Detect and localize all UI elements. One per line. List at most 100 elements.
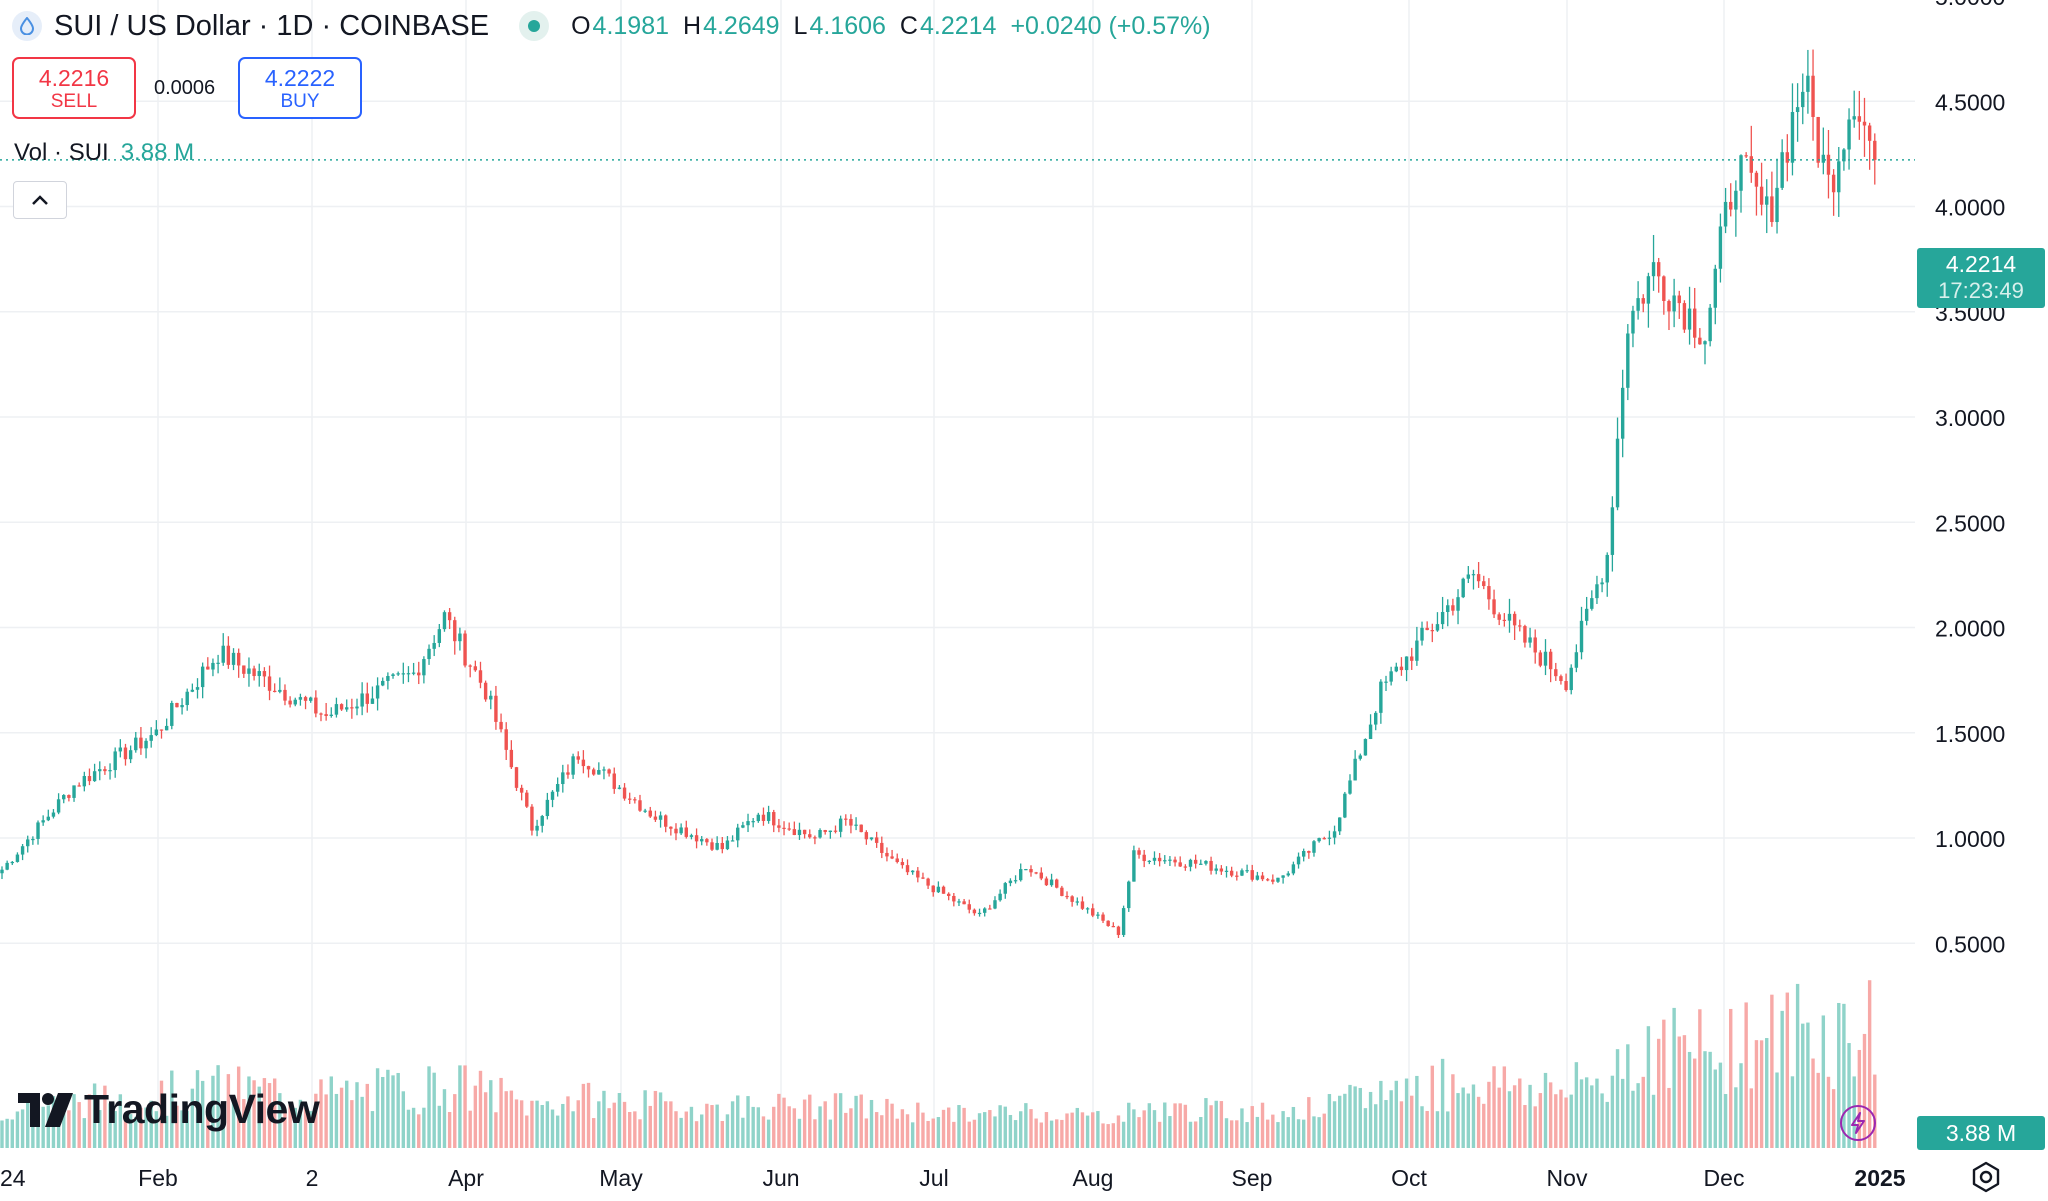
ohlc-open: O4.1981 (571, 11, 670, 40)
volume-bar (1271, 1114, 1275, 1148)
candle-body (514, 767, 519, 788)
candle-body (370, 698, 375, 704)
volume-bar (298, 1099, 303, 1148)
candle-body (1502, 619, 1507, 622)
volume-bar (319, 1079, 323, 1148)
candle-body (1847, 119, 1851, 150)
volume-bar (1024, 1103, 1028, 1148)
volume-bar (808, 1094, 812, 1148)
volume-bar (62, 1094, 66, 1148)
volume-legend[interactable]: Vol · SUI 3.88 M (14, 139, 194, 167)
candle-body (1101, 914, 1105, 921)
volume-bar (591, 1118, 596, 1148)
candle-body (540, 816, 544, 826)
candle-body (1446, 605, 1450, 612)
volume-bar (1482, 1103, 1486, 1148)
volume-bar (1240, 1108, 1244, 1148)
volume-bar (1842, 1003, 1846, 1148)
volume-bar (1564, 1097, 1568, 1148)
candle-body (905, 865, 910, 873)
volume-bar (669, 1101, 673, 1148)
candle-body (1574, 652, 1579, 668)
volume-bar (447, 1112, 452, 1148)
volume-bar (113, 1111, 117, 1148)
gear-icon[interactable] (1970, 1161, 2002, 1193)
candle-body (200, 666, 205, 688)
y-tick-label: 1.0000 (1935, 826, 2005, 852)
volume-bar (1554, 1094, 1558, 1148)
volume-bar (1507, 1091, 1512, 1148)
volume-bar (1214, 1100, 1218, 1148)
candle-body (1255, 875, 1260, 880)
volume-bar (108, 1103, 112, 1148)
volume-bar (1831, 1089, 1836, 1148)
candle-body (1147, 860, 1152, 863)
candle-body (1528, 637, 1532, 643)
volume-bar (386, 1069, 390, 1148)
volume-bar (252, 1080, 256, 1148)
volume-bar (926, 1120, 930, 1148)
x-tick-label: Apr (448, 1165, 484, 1191)
collapse-legend-button[interactable] (13, 181, 67, 219)
volume-bar (581, 1083, 586, 1148)
candle-body (1785, 152, 1790, 163)
volume-bar (1229, 1120, 1234, 1148)
volume-bar (1497, 1087, 1501, 1148)
volume-bar (195, 1070, 200, 1148)
volume-bar (1147, 1103, 1152, 1148)
volume-bar (576, 1100, 580, 1148)
volume-bar (967, 1121, 971, 1148)
volume-bar (1296, 1119, 1301, 1148)
volume-bar (1332, 1101, 1337, 1148)
volume-bar (864, 1118, 869, 1148)
x-tick-label: 2025 (1854, 1165, 1905, 1191)
volume-bar (638, 1119, 642, 1148)
volume-bar (1193, 1121, 1198, 1148)
candle-body (1615, 438, 1620, 508)
candle-body (1656, 262, 1661, 277)
volume-bar (684, 1111, 688, 1148)
candle-body (1435, 624, 1440, 631)
volume-bar (82, 1118, 87, 1148)
lightning-icon[interactable] (1840, 1105, 1876, 1141)
tradingview-logo[interactable]: TradingView (18, 1086, 320, 1133)
candle-body (1759, 186, 1764, 205)
volume-bar (741, 1117, 745, 1148)
volume-bar (453, 1094, 457, 1148)
time-axis[interactable]: 24 Feb 2 Apr May Jun Jul Aug Sep Oct Nov Dec 2025 (0, 1165, 1906, 1191)
volume-bar (694, 1121, 699, 1148)
candle-body (1708, 307, 1712, 342)
x-tick-label: Sep (1232, 1165, 1273, 1191)
candle-body (149, 735, 153, 741)
volume-bar (571, 1111, 575, 1148)
volume-bar (782, 1097, 786, 1148)
volume-bar (1785, 992, 1790, 1148)
volume-bars (0, 980, 1877, 1148)
volume-bar (1826, 1076, 1831, 1148)
volume-bar (360, 1096, 364, 1148)
volume-bar (633, 1111, 637, 1148)
candle-body (1188, 859, 1193, 867)
buy-label: BUY (280, 91, 320, 112)
volume-bar (1322, 1113, 1326, 1148)
volume-bar (1847, 1043, 1851, 1148)
volume-bar (175, 1105, 179, 1148)
candle-body (844, 818, 848, 820)
candle-body (98, 769, 102, 772)
volume-bar (1374, 1104, 1378, 1148)
symbol-title[interactable]: SUI / US Dollar · 1D · COINBASE (54, 9, 490, 42)
volume-bar (293, 1107, 297, 1148)
candle-body (56, 799, 61, 813)
buy-button[interactable]: 4.2222 BUY (238, 57, 362, 119)
x-tick-label: Oct (1391, 1165, 1427, 1191)
candle-body (1029, 869, 1033, 873)
price-axis[interactable]: 0.50001.00001.50002.00002.50003.00003.50… (1935, 0, 2005, 957)
candle-body (977, 912, 982, 915)
sell-button[interactable]: 4.2216 SELL (12, 57, 136, 119)
candle-body (247, 668, 251, 674)
volume-bar (1260, 1102, 1265, 1148)
sell-label: SELL (50, 91, 98, 112)
candle-body (622, 787, 627, 799)
candle-body (1152, 857, 1157, 861)
